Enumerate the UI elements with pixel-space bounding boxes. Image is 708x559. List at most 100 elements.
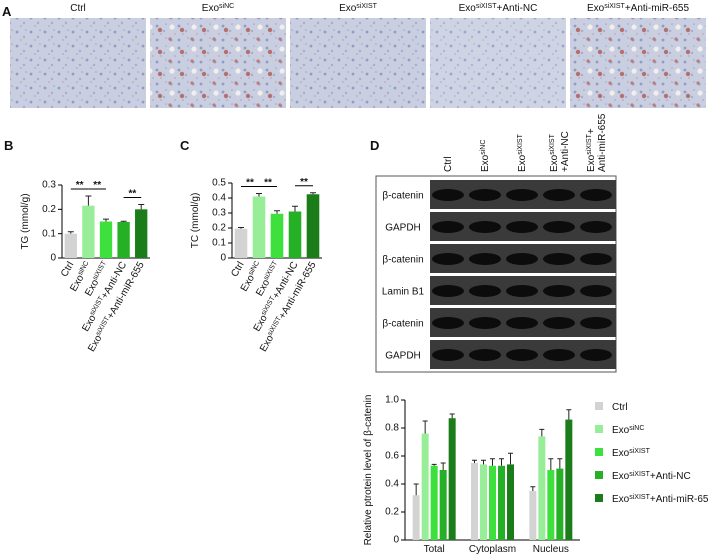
- label-text: Exo: [549, 154, 560, 172]
- legend-swatch: [595, 425, 603, 433]
- significance-label: **: [93, 180, 101, 191]
- error-bar: [103, 218, 109, 222]
- blot-row-label: Lamin B1: [382, 287, 425, 298]
- y-tick-label: 0: [393, 535, 399, 546]
- blot-row-label: GAPDH: [385, 223, 421, 234]
- blot-band: [469, 317, 501, 329]
- error-bar: [539, 428, 545, 437]
- y-axis-label: TC (mmol/g): [190, 193, 201, 249]
- label-text: +Anti-NC: [560, 131, 571, 172]
- error-bar: [440, 462, 446, 470]
- label-superscript: siXIST: [356, 3, 377, 10]
- bar: [565, 419, 573, 540]
- bar: [82, 205, 95, 258]
- bar: [529, 491, 537, 540]
- label: ExosiXIST+: [586, 128, 598, 172]
- y-tick-label: 0.4: [385, 479, 399, 490]
- label-superscript: siXIST: [604, 3, 625, 10]
- label: ExosiNC: [612, 425, 644, 437]
- significance-label: **: [264, 178, 272, 189]
- error-bar: [67, 231, 74, 234]
- blot-band: [506, 349, 538, 361]
- label: ExosiXIST: [549, 133, 561, 172]
- blot-band: [432, 317, 464, 329]
- label-superscript: siXIST: [629, 471, 650, 478]
- y-tick-label: 0.1: [42, 228, 56, 239]
- label: ExosiXIST: [612, 448, 651, 460]
- x-tick-label: Cytoplasm: [469, 544, 516, 555]
- micrograph: [10, 18, 146, 108]
- label-text: +: [586, 128, 597, 134]
- label-text: Exo: [586, 154, 597, 172]
- label-text: Exo: [612, 494, 630, 505]
- blot-band: [543, 285, 575, 297]
- x-tick-label: Total: [424, 544, 445, 555]
- bar: [538, 436, 546, 540]
- label-text: Exo: [612, 448, 630, 459]
- blot-band: [543, 349, 575, 361]
- bar: [99, 221, 113, 258]
- significance-label: **: [76, 180, 84, 191]
- bar: [471, 463, 478, 540]
- y-axis-label: TG (mmol/g): [20, 193, 31, 249]
- label-text: Exo: [258, 333, 276, 354]
- blot-band: [469, 253, 501, 265]
- label-text: Exo: [86, 333, 104, 354]
- bar: [498, 465, 505, 540]
- label-text: Exo: [587, 3, 605, 14]
- label: Ctrl: [443, 156, 454, 172]
- label: ExosiXIST+Anti-NC: [459, 3, 538, 15]
- label-superscript: siXIST: [262, 259, 279, 281]
- label: Ctrl: [612, 402, 628, 413]
- bar: [288, 211, 302, 258]
- bar: [117, 221, 130, 258]
- error-bar: [530, 486, 536, 491]
- error-bar: [508, 452, 513, 465]
- label: ExosiNC: [202, 3, 234, 15]
- blot-band: [580, 221, 612, 233]
- label-text: Ctrl: [443, 156, 454, 172]
- y-tick-label: 0.2: [212, 223, 226, 234]
- bar: [556, 468, 564, 540]
- bar: [64, 233, 77, 258]
- label-text: Exo: [339, 3, 357, 14]
- bar: [448, 418, 456, 540]
- y-tick-label: 0.3: [42, 180, 56, 191]
- blot-row-label: β-catenin: [382, 191, 423, 202]
- bar: [135, 209, 148, 258]
- label-text: Ctrl: [70, 3, 86, 14]
- blot-band: [469, 189, 501, 201]
- y-tick-label: 0.2: [42, 204, 56, 215]
- micrograph: [430, 18, 566, 108]
- label-text: Ctrl: [612, 402, 628, 413]
- blot-band: [543, 221, 575, 233]
- label-superscript: siXIST: [586, 133, 593, 154]
- error-bar: [274, 210, 280, 214]
- error-bar: [449, 413, 455, 419]
- blot-band: [580, 253, 612, 265]
- label: +Anti-NC: [560, 131, 571, 172]
- legend-swatch: [595, 448, 603, 456]
- label-text: Ctrl: [229, 260, 246, 279]
- y-tick-label: 0.2: [385, 507, 399, 518]
- label-superscript: siNC: [629, 425, 644, 432]
- label: ExosiXIST: [339, 3, 378, 15]
- blot-band: [543, 189, 575, 201]
- blot-band: [506, 253, 538, 265]
- blot-band: [580, 285, 612, 297]
- label: Ctrl: [70, 3, 86, 14]
- blot-row-label: β-catenin: [382, 255, 423, 266]
- label-superscript: siXIST: [629, 494, 650, 501]
- label: ExosiXIST+Anti-miR-655: [612, 494, 708, 506]
- micrograph: [150, 18, 286, 108]
- label-text: +Anti-NC: [650, 471, 691, 482]
- bar: [507, 464, 514, 540]
- bar: [306, 194, 320, 258]
- significance-label: **: [300, 177, 308, 188]
- blot-band: [432, 253, 464, 265]
- label-text: +Anti-miR-655: [650, 494, 708, 505]
- label: ExosiXIST: [517, 133, 529, 172]
- blot-band: [580, 317, 612, 329]
- blot-frame: [375, 175, 617, 373]
